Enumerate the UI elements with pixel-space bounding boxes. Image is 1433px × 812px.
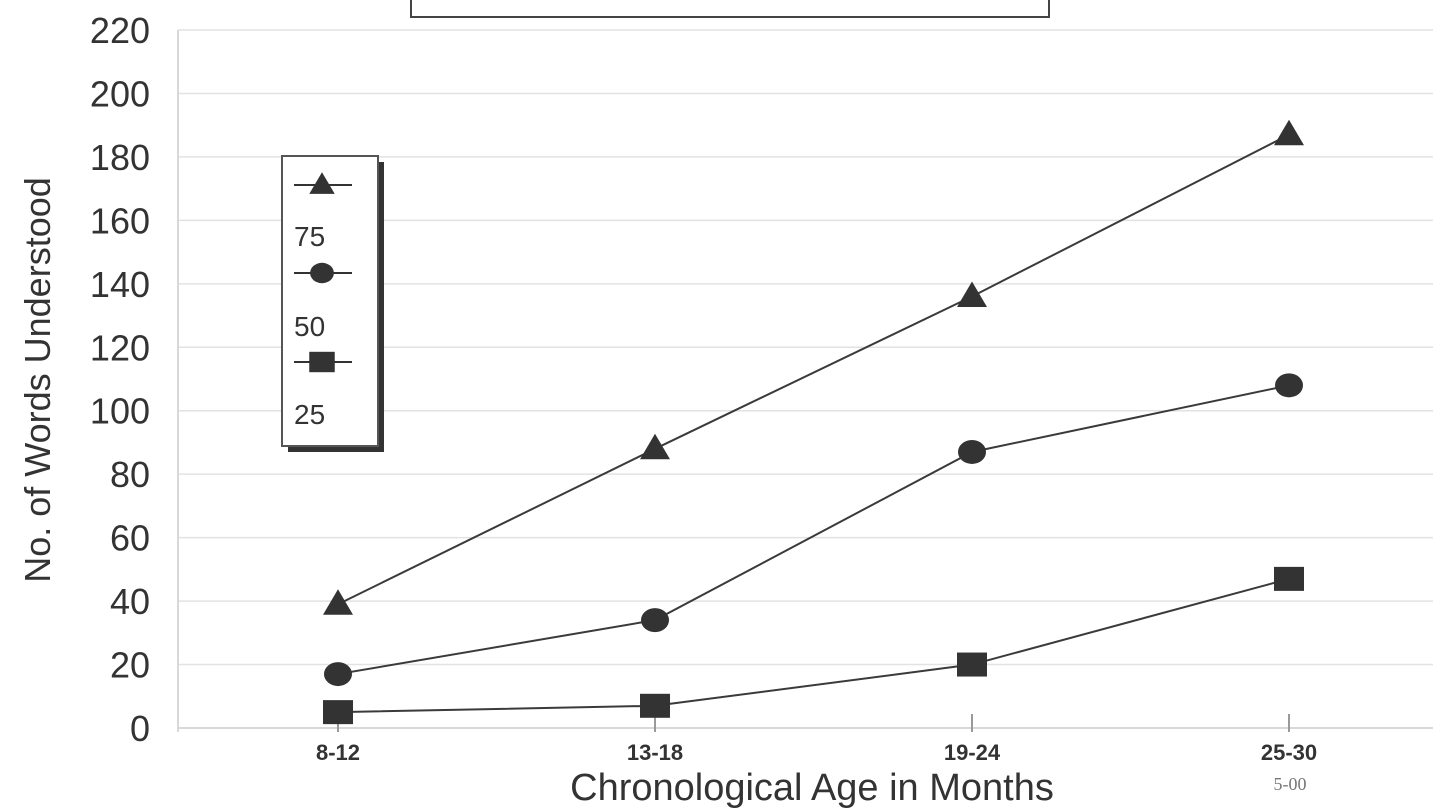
x-tick-label-8-12: 8-12 [316,740,360,765]
legend-marker-75 [309,172,335,194]
data-point-25-25-30 [1274,566,1304,591]
series-line-25 [337,577,1290,714]
x-tick-label-13-18: 13-18 [627,740,683,765]
y-tick-label-20: 20 [110,645,150,686]
x-axis-label: Chronological Age in Months [570,767,1054,809]
y-tick-label-100: 100 [90,391,150,432]
data-point-75-25-30 [1274,119,1304,146]
legend-marker-25 [309,351,335,373]
y-tick-label-140: 140 [90,264,150,305]
y-tick-label-120: 120 [90,327,150,368]
data-point-75-8-12 [323,589,353,615]
legend-label-50: 50 [294,311,325,342]
data-point-25-19-24 [957,652,987,677]
data-point-50-25-30 [1275,373,1303,398]
series-line-75 [337,133,1290,606]
title-box-fragment [410,0,1050,18]
y-tick-label-200: 200 [90,73,150,114]
annotation-text: 5-00 [1274,774,1307,794]
y-tick-labels: 0 20 40 60 80 100 120 140 160 180 200 220 [90,10,150,749]
data-point-75-19-24 [957,281,987,308]
axes [177,30,1433,732]
x-tick-label-25-30: 25-30 [1261,740,1317,765]
legend-marker-50 [310,262,334,284]
x-tick-labels: 8-12 13-18 19-24 25-30 [316,740,1317,765]
data-point-75-13-18 [640,433,670,460]
y-axis-label: No. of Words Understood [17,177,58,583]
data-point-25-13-18 [640,693,670,718]
legend-box [281,155,379,447]
series-line-50 [337,384,1290,676]
data-point-25-8-12 [323,700,353,725]
y-tick-label-0: 0 [130,708,150,749]
y-tick-label-160: 160 [90,200,150,241]
data-point-50-19-24 [958,439,986,464]
y-tick-label-80: 80 [110,454,150,495]
y-tick-label-40: 40 [110,581,150,622]
x-tick-label-19-24: 19-24 [944,740,1001,765]
gridlines [178,29,1433,666]
y-tick-label-60: 60 [110,518,150,559]
data-point-50-13-18 [641,608,669,633]
data-point-50-8-12 [324,662,352,687]
y-tick-label-220: 220 [90,10,150,51]
legend: 75 50 25 [281,155,384,452]
series-lines [323,119,1304,725]
y-tick-label-180: 180 [90,137,150,178]
legend-label-75: 75 [294,221,325,252]
legend-label-25: 25 [294,399,325,430]
